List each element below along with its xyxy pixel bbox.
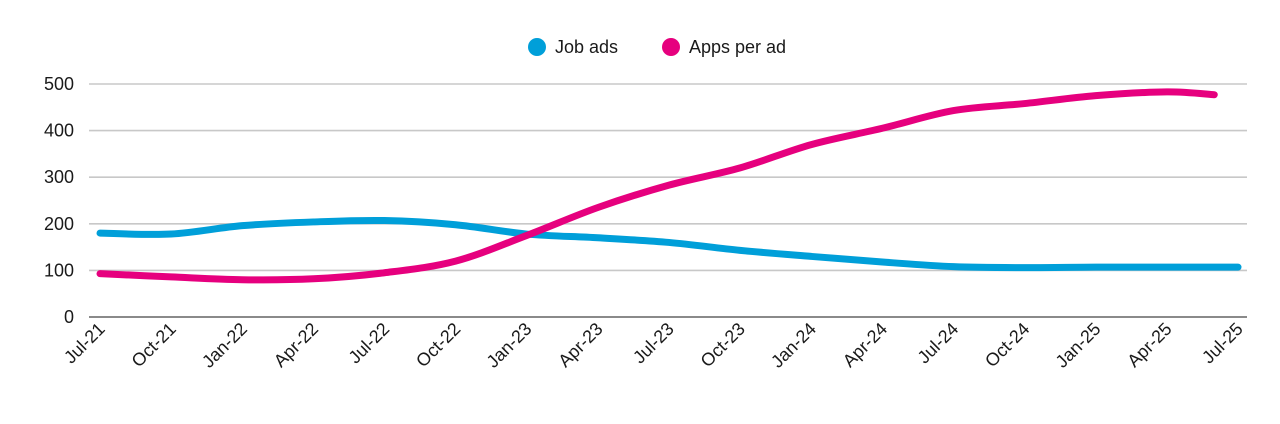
x-tick-label-oct-24: Oct-24	[981, 319, 1033, 371]
legend-label-apps-per-ad: Apps per ad	[689, 37, 786, 57]
x-tick-label-jul-23: Jul-23	[629, 319, 678, 368]
x-tick-label-apr-25: Apr-25	[1123, 319, 1175, 371]
legend-marker-apps-per-ad	[662, 38, 680, 56]
y-tick-label-0: 0	[64, 307, 74, 327]
x-tick-label-oct-23: Oct-23	[697, 319, 749, 371]
series-lines	[96, 88, 1242, 284]
x-tick-label-oct-22: Oct-22	[412, 319, 464, 371]
x-tick-label-jul-24: Jul-24	[914, 319, 963, 368]
x-axis-ticks: Jul-21 Oct-21 Jan-22 Apr-22 Jul-22 Oct-22 Jan-…	[60, 319, 1247, 372]
x-tick-label-jan-25: Jan-25	[1052, 319, 1105, 372]
x-tick-label-apr-23: Apr-23	[554, 319, 606, 371]
series-line-apps-per-ad	[96, 88, 1218, 284]
x-tick-label-jan-22: Jan-22	[198, 319, 251, 372]
x-tick-label-apr-22: Apr-22	[270, 319, 322, 371]
legend-marker-job-ads	[528, 38, 546, 56]
x-tick-label-jan-24: Jan-24	[767, 319, 820, 372]
x-tick-label-oct-21: Oct-21	[128, 319, 180, 371]
y-axis-ticks: 0 100 200 300 400 500	[44, 74, 74, 327]
y-tick-label-500: 500	[44, 74, 74, 94]
series-line-job-ads	[96, 216, 1242, 272]
x-tick-label-jul-25: Jul-25	[1198, 319, 1247, 368]
x-tick-label-jan-23: Jan-23	[483, 319, 536, 372]
y-tick-label-300: 300	[44, 167, 74, 187]
legend: Job ads Apps per ad	[528, 37, 786, 57]
y-tick-label-400: 400	[44, 121, 74, 141]
legend-item-apps-per-ad: Apps per ad	[662, 37, 786, 57]
y-tick-label-200: 200	[44, 214, 74, 234]
legend-label-job-ads: Job ads	[555, 37, 618, 57]
legend-item-job-ads: Job ads	[528, 37, 618, 57]
x-tick-label-jul-22: Jul-22	[345, 319, 394, 368]
x-tick-label-apr-24: Apr-24	[839, 319, 891, 371]
y-tick-label-100: 100	[44, 260, 74, 280]
